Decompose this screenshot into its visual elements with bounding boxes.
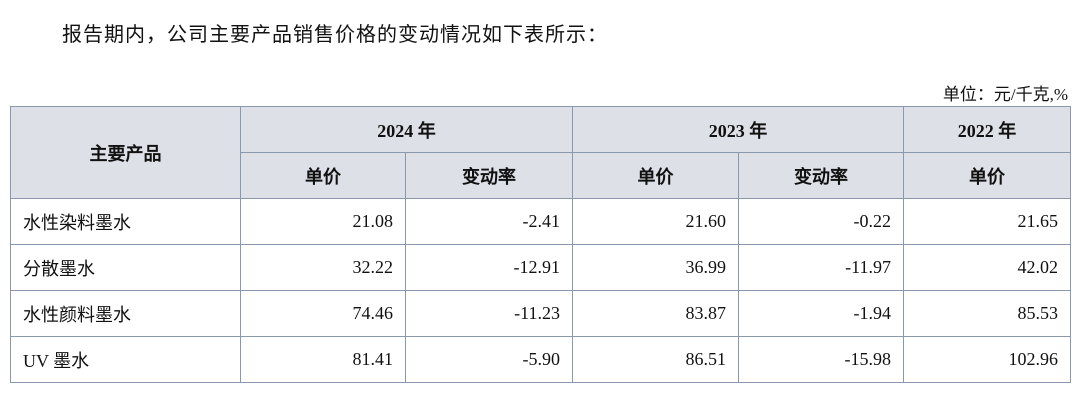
cell-value: -11.97 xyxy=(738,244,904,291)
cell-value: 42.02 xyxy=(903,244,1071,291)
year-header: 2023 年 xyxy=(572,106,904,153)
year-header: 2024 年 xyxy=(240,106,573,153)
subheader-row: 单价 变动率 单价 变动率 单价 xyxy=(11,152,1071,199)
cell-value: 81.41 xyxy=(240,336,406,383)
product-name: 水性染料墨水 xyxy=(10,198,241,245)
subheader: 单价 xyxy=(572,152,739,199)
table-row: UV 墨水 81.41 -5.90 86.51 -15.98 102.96 xyxy=(10,336,1071,383)
cell-value: 86.51 xyxy=(572,336,739,383)
year-header: 2022 年 xyxy=(903,106,1071,153)
cell-value: -11.23 xyxy=(405,290,573,337)
cell-value: 21.65 xyxy=(903,198,1071,245)
table-row: 水性染料墨水 21.08 -2.41 21.60 -0.22 21.65 xyxy=(10,198,1071,245)
table-body: 水性染料墨水 21.08 -2.41 21.60 -0.22 21.65 分散墨水 32.22… xyxy=(10,198,1071,383)
cell-value: -12.91 xyxy=(405,244,573,291)
subheader: 单价 xyxy=(903,152,1071,199)
price-table: 主要产品 2024 年 2023 年 2022 年 单价 变动率 单价 变动率 单价 水… xyxy=(10,106,1071,383)
cell-value: 36.99 xyxy=(572,244,739,291)
header-row: 主要产品 2024 年 2023 年 2022 年 xyxy=(10,106,1071,199)
cell-value: 102.96 xyxy=(903,336,1071,383)
cell-value: -15.98 xyxy=(738,336,904,383)
table-row: 水性颜料墨水 74.46 -11.23 83.87 -1.94 85.53 xyxy=(10,290,1071,337)
row-header: 主要产品 xyxy=(10,106,241,199)
cell-value: -1.94 xyxy=(738,290,904,337)
unit-label: 单位：元/千克,% xyxy=(942,85,1068,104)
subheader: 变动率 xyxy=(738,152,904,199)
subheader: 变动率 xyxy=(405,152,573,199)
cell-value: 85.53 xyxy=(903,290,1071,337)
table-row: 分散墨水 32.22 -12.91 36.99 -11.97 42.02 xyxy=(10,244,1071,291)
cell-value: 21.08 xyxy=(240,198,406,245)
cell-value: -0.22 xyxy=(738,198,904,245)
cell-value: 74.46 xyxy=(240,290,406,337)
intro-text: 报告期内，公司主要产品销售价格的变动情况如下表所示： xyxy=(62,24,608,46)
cell-value: -5.90 xyxy=(405,336,573,383)
cell-value: 83.87 xyxy=(572,290,739,337)
cell-value: 21.60 xyxy=(572,198,739,245)
product-name: UV 墨水 xyxy=(10,336,241,383)
cell-value: -2.41 xyxy=(405,198,573,245)
subheader: 单价 xyxy=(240,152,406,199)
cell-value: 32.22 xyxy=(240,244,406,291)
product-name: 水性颜料墨水 xyxy=(10,290,241,337)
product-name: 分散墨水 xyxy=(10,244,241,291)
